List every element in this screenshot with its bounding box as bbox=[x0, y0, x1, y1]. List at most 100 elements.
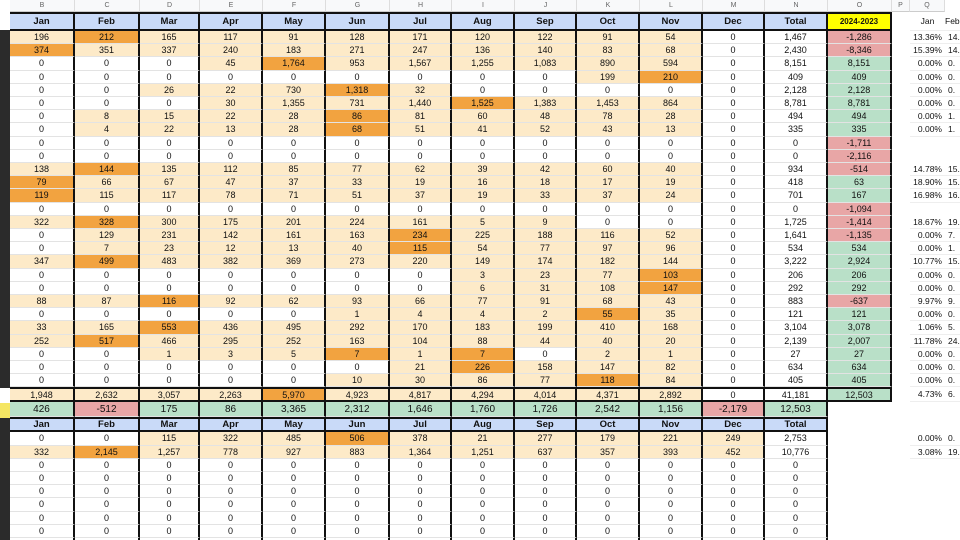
column-header: Nov bbox=[640, 417, 703, 433]
cell: 22 bbox=[140, 123, 200, 137]
cell: 22 bbox=[200, 83, 263, 97]
change-cell: 335 bbox=[828, 123, 892, 137]
difference-cell: -512 bbox=[75, 402, 140, 418]
cell: 0 bbox=[140, 485, 200, 499]
cell: 0 bbox=[515, 149, 577, 163]
cell: 0 bbox=[703, 295, 765, 309]
cell: 393 bbox=[640, 445, 703, 459]
cell: 1,764 bbox=[263, 57, 326, 71]
cell: 30 bbox=[390, 374, 452, 388]
cell: 0 bbox=[640, 215, 703, 229]
cell: 0 bbox=[765, 149, 828, 163]
cell: 0 bbox=[263, 498, 326, 512]
cell: 506 bbox=[326, 432, 390, 446]
cell: 0 bbox=[577, 472, 640, 486]
cell: 0 bbox=[640, 83, 703, 97]
cell: 382 bbox=[200, 255, 263, 269]
column-header: May bbox=[263, 417, 326, 433]
cell: 0 bbox=[703, 110, 765, 124]
cell: 81 bbox=[390, 110, 452, 124]
cell: 0 bbox=[703, 176, 765, 190]
share-cell: 0.00% bbox=[910, 374, 945, 388]
cell: 188 bbox=[515, 229, 577, 243]
cell: 77 bbox=[452, 295, 515, 309]
cell: 21 bbox=[390, 361, 452, 375]
cell: 0 bbox=[10, 83, 75, 97]
cell: 864 bbox=[640, 97, 703, 111]
left-edge-marker bbox=[0, 403, 10, 418]
cell: 0 bbox=[200, 268, 263, 282]
cell: 0 bbox=[703, 485, 765, 499]
share-cell: 14.78% bbox=[910, 163, 945, 177]
cell: 28 bbox=[263, 123, 326, 137]
cell: 0 bbox=[10, 308, 75, 322]
cell: 5 bbox=[263, 347, 326, 361]
cell: 0 bbox=[326, 511, 390, 525]
cell: 499 bbox=[75, 255, 140, 269]
cell: 0 bbox=[390, 511, 452, 525]
cell: 128 bbox=[326, 31, 390, 45]
cell: 634 bbox=[765, 361, 828, 375]
cell: 357 bbox=[577, 445, 640, 459]
change-cell: 405 bbox=[828, 374, 892, 388]
cell: 0 bbox=[10, 149, 75, 163]
cell: 0 bbox=[577, 149, 640, 163]
cell: 13 bbox=[640, 123, 703, 137]
cell: 0 bbox=[75, 485, 140, 499]
cell: 92 bbox=[200, 295, 263, 309]
column-letter: J bbox=[515, 0, 577, 12]
column-header: 2024-2023 bbox=[828, 12, 892, 31]
cell: 0 bbox=[703, 31, 765, 45]
cell: 60 bbox=[577, 163, 640, 177]
cell: 9 bbox=[515, 215, 577, 229]
cell: 2,753 bbox=[765, 432, 828, 446]
cell: 0 bbox=[10, 485, 75, 499]
change-cell: 409 bbox=[828, 70, 892, 84]
cell: 418 bbox=[765, 176, 828, 190]
cell: 0 bbox=[515, 524, 577, 538]
cell: 883 bbox=[765, 295, 828, 309]
cell: 0 bbox=[263, 524, 326, 538]
cell: 121 bbox=[765, 308, 828, 322]
cell: 0 bbox=[452, 70, 515, 84]
cell: 0 bbox=[200, 524, 263, 538]
cell: 117 bbox=[200, 31, 263, 45]
cell: 4,371 bbox=[577, 387, 640, 403]
cell: 0 bbox=[765, 524, 828, 538]
cell: 0 bbox=[703, 347, 765, 361]
cell: 182 bbox=[577, 255, 640, 269]
cell: 22 bbox=[200, 110, 263, 124]
cell: 0 bbox=[452, 524, 515, 538]
cell: 0 bbox=[703, 524, 765, 538]
share-cell: 0.00% bbox=[910, 97, 945, 111]
cell: 0 bbox=[263, 458, 326, 472]
cell: 221 bbox=[640, 432, 703, 446]
cell: 0 bbox=[640, 485, 703, 499]
cell: 1,467 bbox=[765, 31, 828, 45]
cell: 7 bbox=[326, 347, 390, 361]
cell: 45 bbox=[200, 57, 263, 71]
change-cell: 63 bbox=[828, 176, 892, 190]
cell: 8,781 bbox=[765, 97, 828, 111]
cell: 226 bbox=[452, 361, 515, 375]
cell: 0 bbox=[10, 242, 75, 256]
cell: 54 bbox=[640, 31, 703, 45]
cell: 0 bbox=[326, 485, 390, 499]
cell: 23 bbox=[515, 268, 577, 282]
cell: 4 bbox=[452, 308, 515, 322]
cell: 3 bbox=[200, 347, 263, 361]
cell: 66 bbox=[390, 295, 452, 309]
cell: 0 bbox=[10, 97, 75, 111]
column-header: Apr bbox=[200, 12, 263, 31]
cell: 0 bbox=[577, 215, 640, 229]
cell: 2,263 bbox=[200, 387, 263, 403]
cell: 436 bbox=[200, 321, 263, 335]
cell: 0 bbox=[390, 202, 452, 216]
share-cell: 0.00% bbox=[910, 348, 945, 361]
cell: 43 bbox=[577, 123, 640, 137]
cell: 1,453 bbox=[577, 97, 640, 111]
cell: 0 bbox=[326, 136, 390, 150]
cell: 91 bbox=[577, 31, 640, 45]
cell: 115 bbox=[140, 432, 200, 446]
share-cell: 0. bbox=[945, 71, 960, 84]
